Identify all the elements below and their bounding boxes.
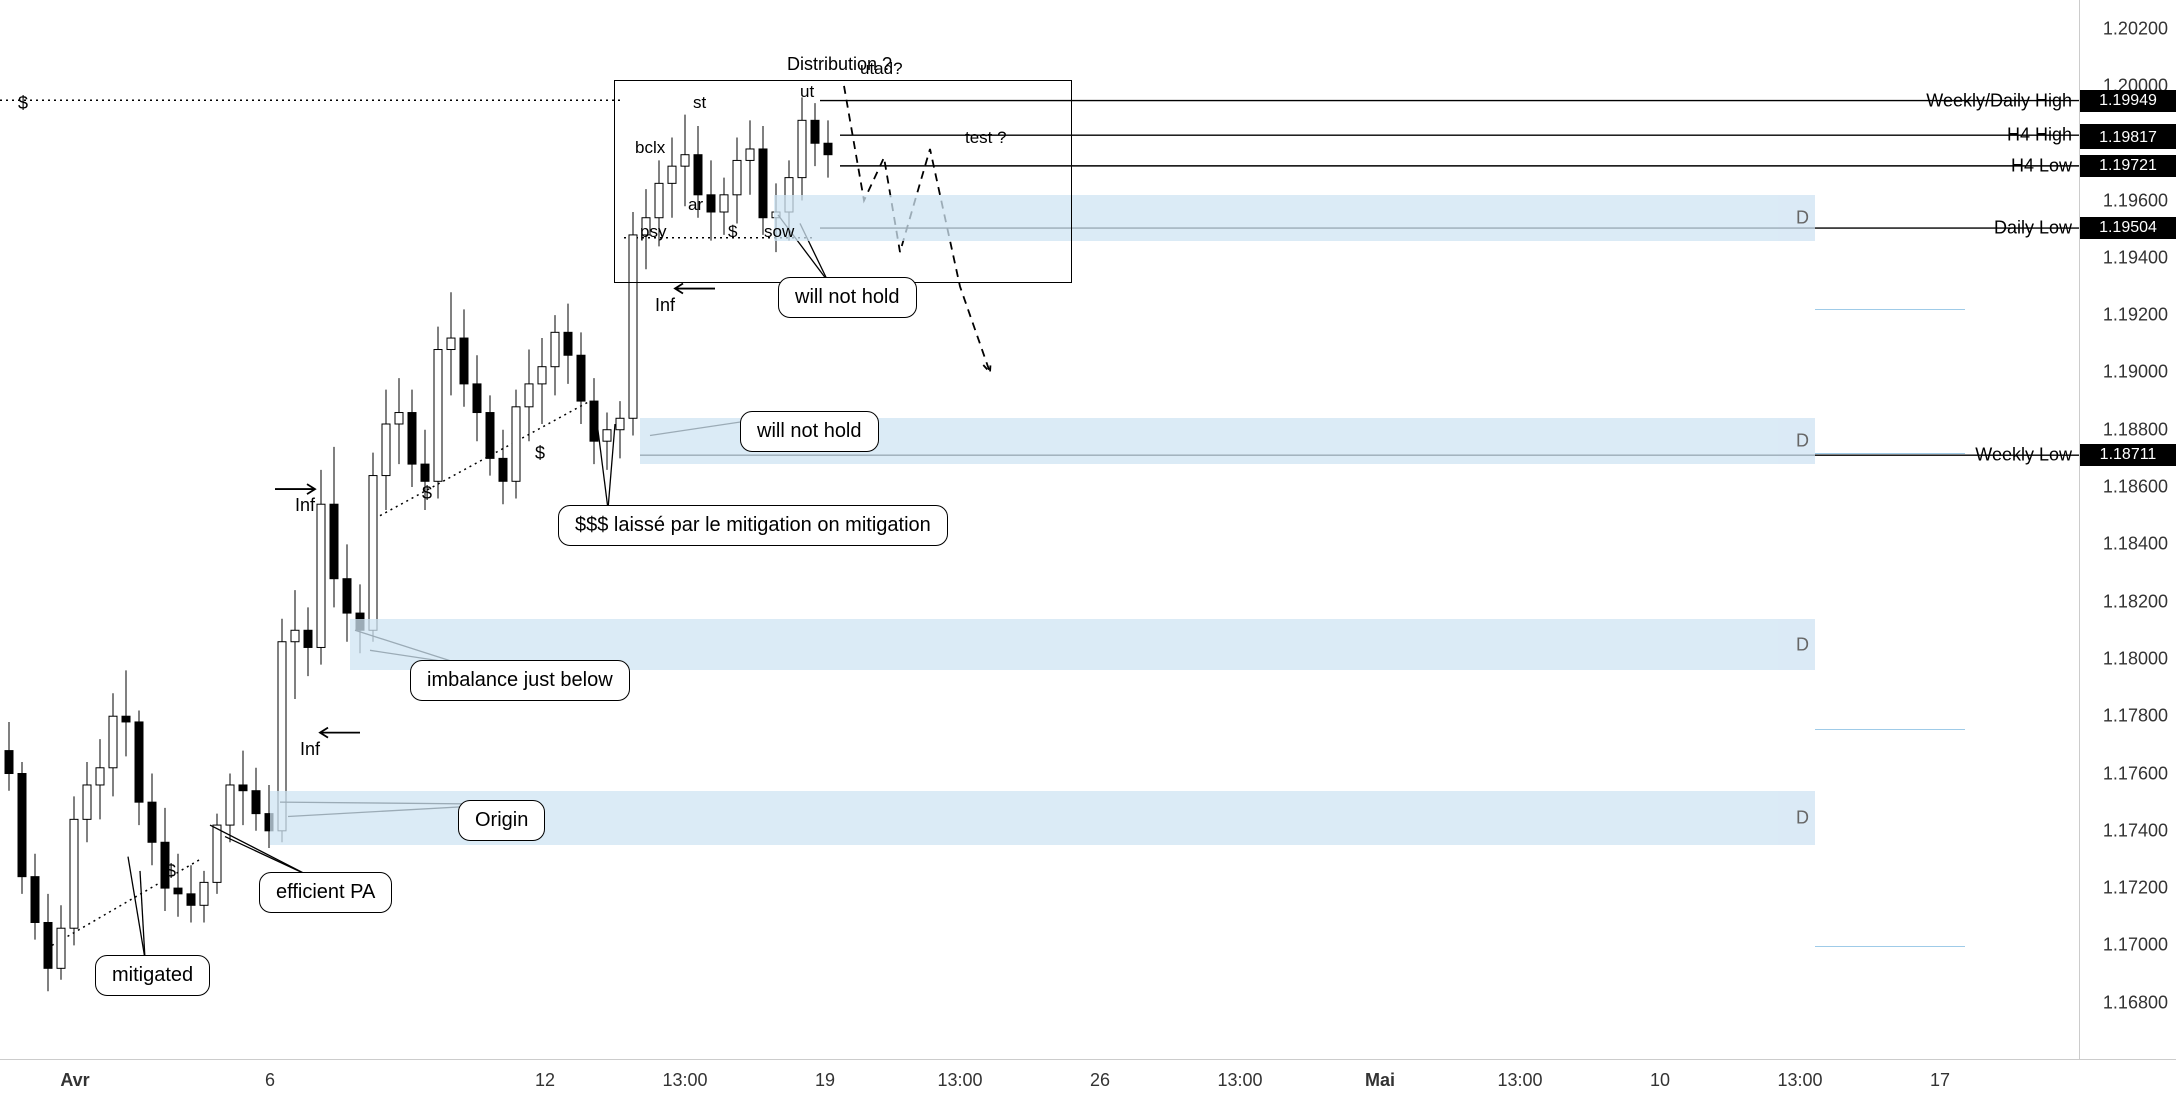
dollar-sign-marker: $ [166, 861, 176, 882]
x-tick: 19 [815, 1070, 835, 1091]
price-level-label: H4 High [2007, 125, 2072, 146]
wyckoff-label: st [693, 93, 706, 113]
y-tick: 1.18400 [2103, 534, 2168, 555]
inf-arrow-label: Inf [295, 495, 315, 516]
price-tag: 1.18711 [2080, 444, 2176, 466]
wyckoff-label: psy [640, 222, 666, 242]
wyckoff-label: ar [688, 195, 703, 215]
x-tick: 10 [1650, 1070, 1670, 1091]
wyckoff-label: test ? [965, 128, 1007, 148]
price-level-label: Weekly/Daily High [1926, 90, 2072, 111]
x-tick: 13:00 [1217, 1070, 1262, 1091]
x-tick: 13:00 [937, 1070, 982, 1091]
dollar-sign-marker: $ [18, 93, 28, 114]
x-tick: 17 [1930, 1070, 1950, 1091]
x-tick: 13:00 [1497, 1070, 1542, 1091]
dollar-sign-marker: $ [535, 443, 545, 464]
dollar-sign-marker: $ [422, 483, 432, 504]
callout: will not hold [778, 277, 917, 318]
wyckoff-label: ut [800, 82, 814, 102]
wyckoff-label: bclx [635, 138, 665, 158]
price-tag: 1.19949 [2080, 90, 2176, 112]
y-tick: 1.17600 [2103, 763, 2168, 784]
zone-label: D [1796, 431, 1809, 452]
callout: will not hold [740, 411, 879, 452]
y-tick: 1.17000 [2103, 935, 2168, 956]
price-level-label: H4 Low [2011, 155, 2072, 176]
inf-arrow-label: Inf [300, 739, 320, 760]
wyckoff-label: sow [764, 222, 794, 242]
y-tick: 1.16800 [2103, 992, 2168, 1013]
y-tick: 1.20200 [2103, 18, 2168, 39]
callout: $$$ laissé par le mitigation on mitigati… [558, 505, 948, 546]
zone-label: D [1796, 807, 1809, 828]
inf-arrow-label: Inf [655, 295, 675, 316]
y-tick: 1.18800 [2103, 419, 2168, 440]
x-tick: Mai [1365, 1070, 1395, 1091]
y-tick: 1.18000 [2103, 648, 2168, 669]
x-tick: 6 [265, 1070, 275, 1091]
price-level-label: Weekly Low [1975, 445, 2072, 466]
callout: efficient PA [259, 872, 392, 913]
price-tag: 1.19817 [2080, 127, 2176, 149]
wyckoff-label: utad? [860, 59, 903, 79]
y-tick: 1.19600 [2103, 190, 2168, 211]
callout: Origin [458, 800, 545, 841]
x-tick: 26 [1090, 1070, 1110, 1091]
y-tick: 1.17200 [2103, 878, 2168, 899]
price-tag: 1.19504 [2080, 217, 2176, 239]
y-tick: 1.17400 [2103, 820, 2168, 841]
y-tick: 1.19400 [2103, 247, 2168, 268]
y-tick: 1.18600 [2103, 477, 2168, 498]
zone-label: D [1796, 207, 1809, 228]
x-tick: Avr [60, 1070, 89, 1091]
distribution-box [614, 80, 1072, 283]
x-tick: 13:00 [662, 1070, 707, 1091]
price-tag: 1.19721 [2080, 155, 2176, 177]
price-level-label: Daily Low [1994, 218, 2072, 239]
callout: imbalance just below [410, 660, 630, 701]
wyckoff-label: $ [728, 222, 737, 242]
y-tick: 1.18200 [2103, 591, 2168, 612]
x-tick: 12 [535, 1070, 555, 1091]
callout: mitigated [95, 955, 210, 996]
y-tick: 1.19000 [2103, 362, 2168, 383]
forecast-zone [1815, 453, 1965, 948]
x-tick: 13:00 [1777, 1070, 1822, 1091]
x-axis: Avr 6 12 13:00 19 13:00 26 13:00 Mai 13:00 10 13:00… [0, 1059, 2176, 1114]
y-tick: 1.17800 [2103, 706, 2168, 727]
zone-label: D [1796, 634, 1809, 655]
y-tick: 1.19200 [2103, 305, 2168, 326]
